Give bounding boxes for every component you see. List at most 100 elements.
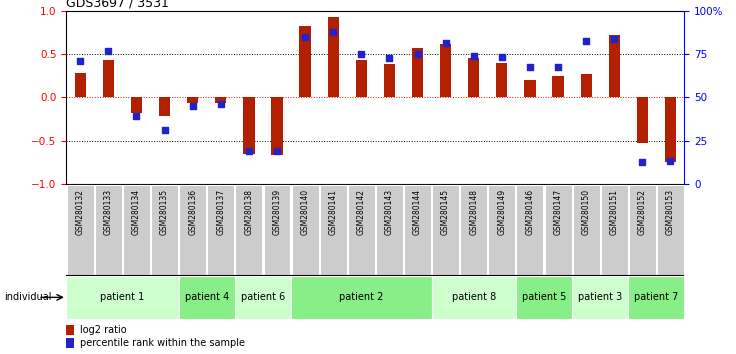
Bar — [496, 63, 507, 97]
Bar — [74, 73, 86, 97]
Text: GSM280132: GSM280132 — [76, 189, 85, 235]
Text: log2 ratio: log2 ratio — [79, 325, 127, 335]
Text: GSM280135: GSM280135 — [160, 189, 169, 235]
Text: patient 7: patient 7 — [634, 292, 679, 302]
Bar — [355, 60, 367, 97]
Text: GSM280143: GSM280143 — [385, 189, 394, 235]
Bar — [383, 64, 395, 97]
Bar — [131, 97, 142, 113]
Text: patient 1: patient 1 — [100, 292, 144, 302]
Point — [468, 53, 480, 58]
Text: individual: individual — [4, 292, 52, 302]
FancyBboxPatch shape — [291, 185, 319, 275]
Text: GSM280146: GSM280146 — [526, 189, 534, 235]
Text: patient 5: patient 5 — [522, 292, 566, 302]
Point — [74, 58, 86, 64]
Text: GSM280138: GSM280138 — [244, 189, 253, 235]
Bar — [159, 97, 170, 116]
Text: GSM280137: GSM280137 — [216, 189, 225, 235]
Text: GSM280136: GSM280136 — [188, 189, 197, 235]
Point — [187, 103, 199, 109]
FancyBboxPatch shape — [123, 185, 150, 275]
FancyBboxPatch shape — [601, 185, 628, 275]
FancyBboxPatch shape — [572, 276, 629, 319]
Text: patient 3: patient 3 — [578, 292, 623, 302]
FancyBboxPatch shape — [151, 185, 178, 275]
Point — [215, 102, 227, 107]
FancyBboxPatch shape — [291, 276, 431, 319]
Bar — [272, 97, 283, 155]
Text: patient 6: patient 6 — [241, 292, 285, 302]
Point — [496, 54, 508, 59]
FancyBboxPatch shape — [67, 185, 93, 275]
FancyBboxPatch shape — [432, 185, 459, 275]
Text: GSM280134: GSM280134 — [132, 189, 141, 235]
Bar — [468, 58, 479, 97]
Text: GSM280144: GSM280144 — [413, 189, 422, 235]
FancyBboxPatch shape — [179, 276, 235, 319]
Point — [524, 64, 536, 70]
FancyBboxPatch shape — [573, 185, 600, 275]
FancyBboxPatch shape — [179, 185, 206, 275]
FancyBboxPatch shape — [488, 185, 515, 275]
Point — [243, 148, 255, 154]
FancyBboxPatch shape — [460, 185, 487, 275]
Bar — [328, 17, 339, 97]
Text: GSM280139: GSM280139 — [272, 189, 281, 235]
Bar — [440, 44, 451, 97]
Bar — [637, 97, 648, 143]
Text: GSM280153: GSM280153 — [666, 189, 675, 235]
FancyBboxPatch shape — [629, 276, 684, 319]
FancyBboxPatch shape — [404, 185, 431, 275]
FancyBboxPatch shape — [348, 185, 375, 275]
FancyBboxPatch shape — [235, 276, 291, 319]
Bar — [103, 60, 114, 97]
Text: GSM280142: GSM280142 — [357, 189, 366, 235]
Text: percentile rank within the sample: percentile rank within the sample — [79, 338, 245, 348]
FancyBboxPatch shape — [236, 185, 263, 275]
Point — [411, 51, 423, 57]
Point — [665, 158, 676, 164]
Point — [552, 64, 564, 70]
FancyBboxPatch shape — [516, 276, 572, 319]
Text: GSM280150: GSM280150 — [581, 189, 590, 235]
Text: GSM280149: GSM280149 — [498, 189, 506, 235]
FancyBboxPatch shape — [319, 185, 347, 275]
Bar — [300, 26, 311, 97]
Point — [328, 29, 339, 35]
Bar — [665, 97, 676, 162]
FancyBboxPatch shape — [263, 185, 291, 275]
FancyBboxPatch shape — [66, 276, 179, 319]
Bar — [581, 74, 592, 97]
Point — [271, 148, 283, 154]
Bar — [553, 76, 564, 97]
Bar — [244, 97, 255, 154]
FancyBboxPatch shape — [431, 276, 516, 319]
Text: GSM280148: GSM280148 — [470, 189, 478, 235]
Bar — [66, 338, 74, 348]
FancyBboxPatch shape — [517, 185, 543, 275]
FancyBboxPatch shape — [657, 185, 684, 275]
FancyBboxPatch shape — [208, 185, 234, 275]
Text: patient 4: patient 4 — [185, 292, 229, 302]
Text: GSM280145: GSM280145 — [441, 189, 450, 235]
Text: patient 8: patient 8 — [452, 292, 496, 302]
FancyBboxPatch shape — [95, 185, 122, 275]
Bar — [187, 97, 198, 103]
Bar — [524, 80, 536, 97]
Bar — [66, 325, 74, 335]
Text: patient 2: patient 2 — [339, 292, 383, 302]
Point — [439, 40, 451, 46]
Point — [102, 48, 114, 54]
Point — [300, 34, 311, 40]
Bar — [412, 48, 423, 97]
FancyBboxPatch shape — [376, 185, 403, 275]
Point — [130, 114, 142, 119]
Text: GSM280133: GSM280133 — [104, 189, 113, 235]
Point — [609, 36, 620, 42]
Point — [580, 38, 592, 44]
Point — [159, 127, 171, 133]
Text: GSM280141: GSM280141 — [329, 189, 338, 235]
Point — [355, 51, 367, 57]
Point — [383, 56, 395, 61]
